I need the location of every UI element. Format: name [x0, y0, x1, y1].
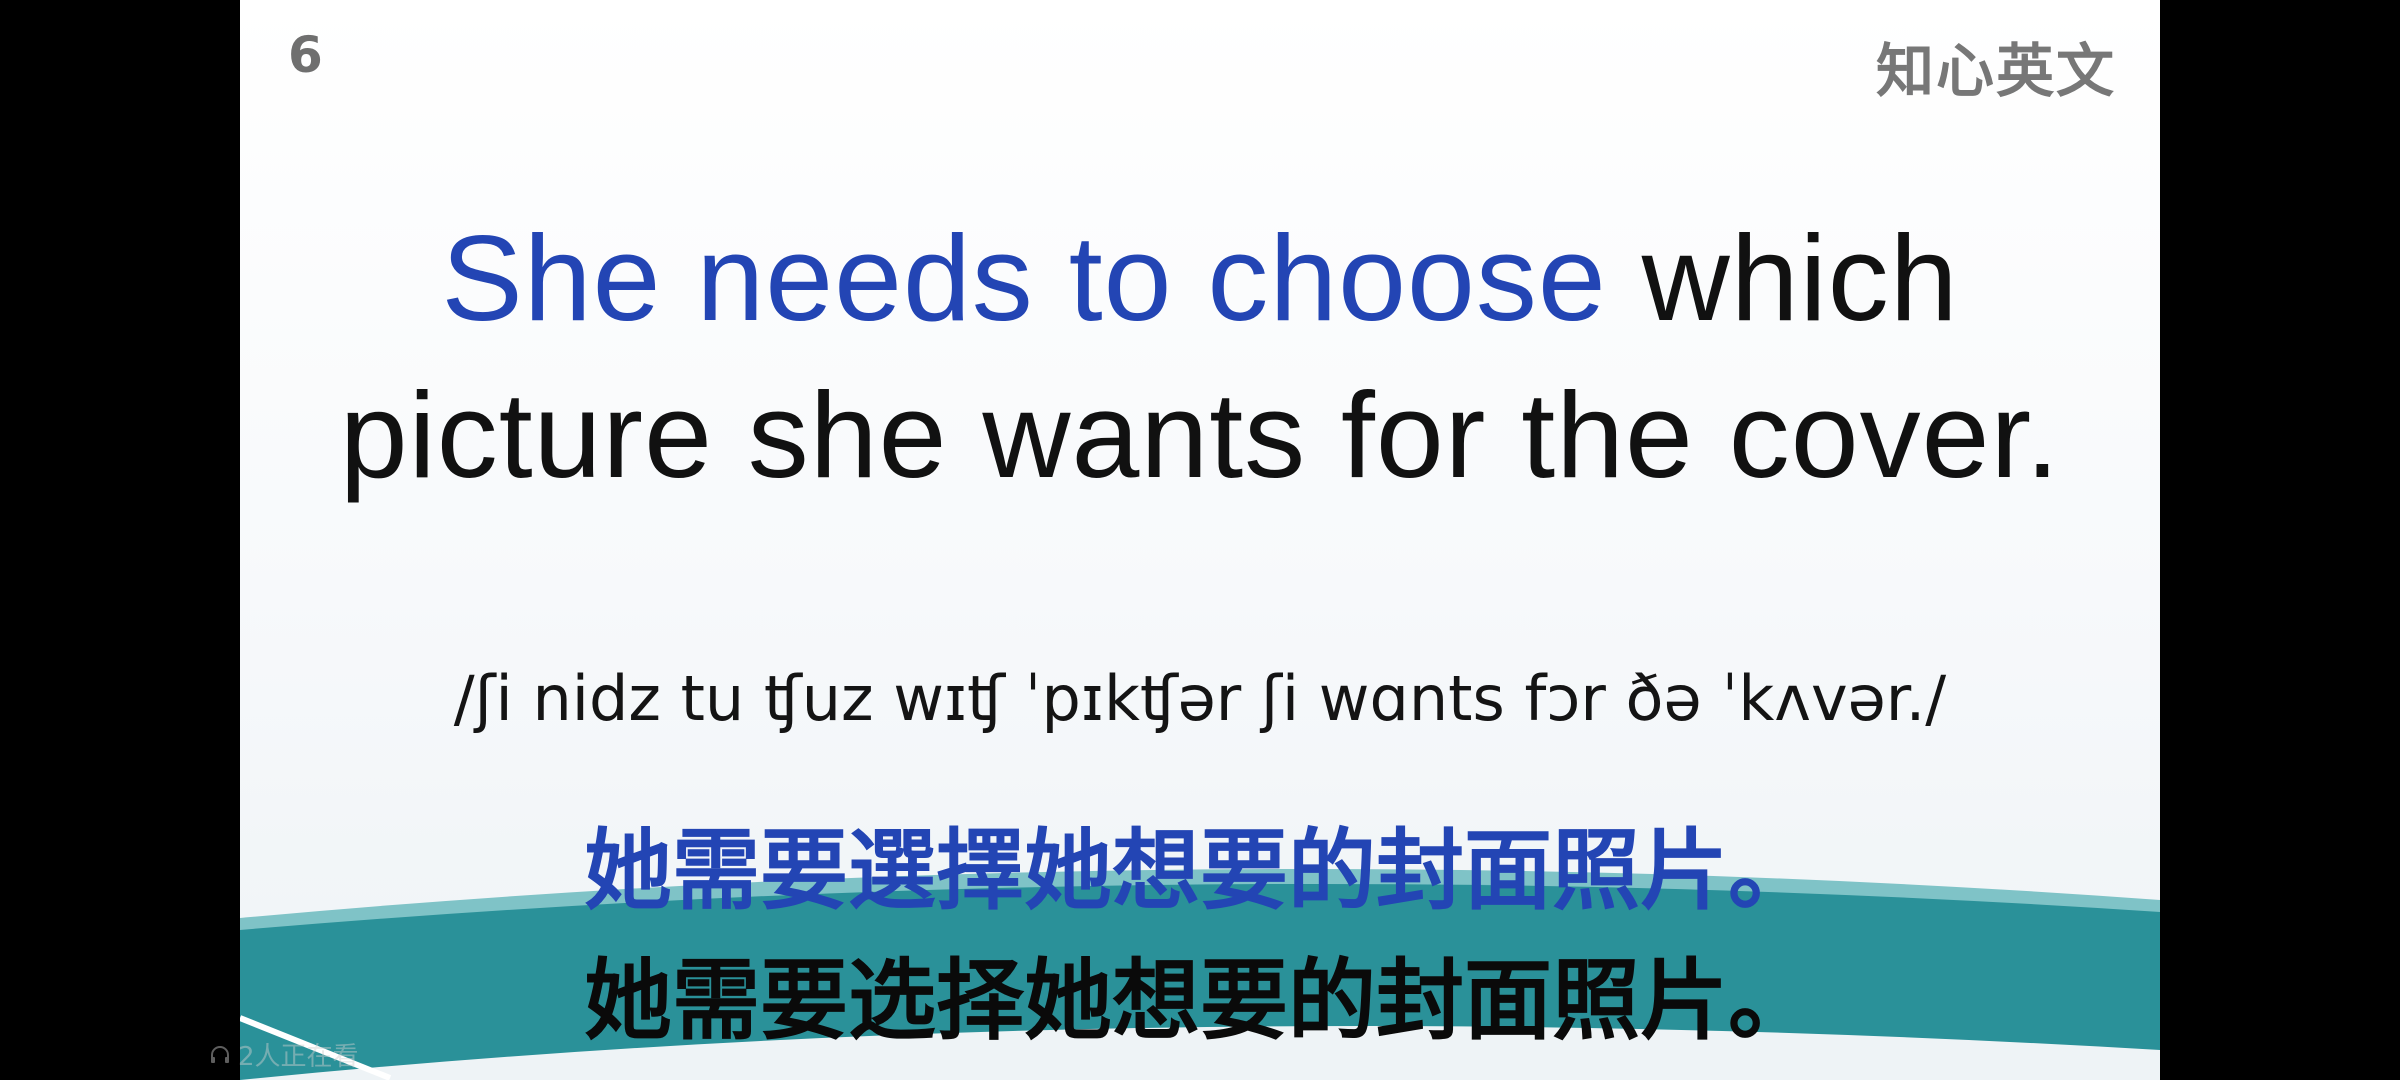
wave-white-curve: [240, 1026, 2160, 1080]
translation-simplified: 她需要选择她想要的封面照片。: [583, 949, 1816, 1052]
slide-number: 6: [288, 26, 323, 84]
ipa-transcription: /ʃi nidz tu ʧuz wɪʧ ˈpɪkʧər ʃi wɑnts fɔr…: [453, 662, 1947, 735]
teal-wave-decoration: [240, 868, 2160, 1080]
wave-white-streak: [240, 1015, 392, 1080]
highlighted-phrase: She needs to choose: [441, 210, 1607, 346]
translation-traditional: 她需要選擇她想要的封面照片。: [583, 819, 1816, 922]
brand-logo-text: 知心英文: [1875, 37, 2116, 105]
english-sentence: She needs to choose which picture she wa…: [300, 200, 2100, 514]
headphones-icon: [208, 1043, 232, 1067]
viewer-count: 2人正在看: [208, 1036, 359, 1073]
viewer-count-text: 2人正在看: [238, 1042, 359, 1072]
sentence-rest: which picture she wants for the cover.: [339, 210, 2061, 503]
lesson-slide: 6 知心英文 She needs to choose which picture…: [240, 0, 2160, 1080]
